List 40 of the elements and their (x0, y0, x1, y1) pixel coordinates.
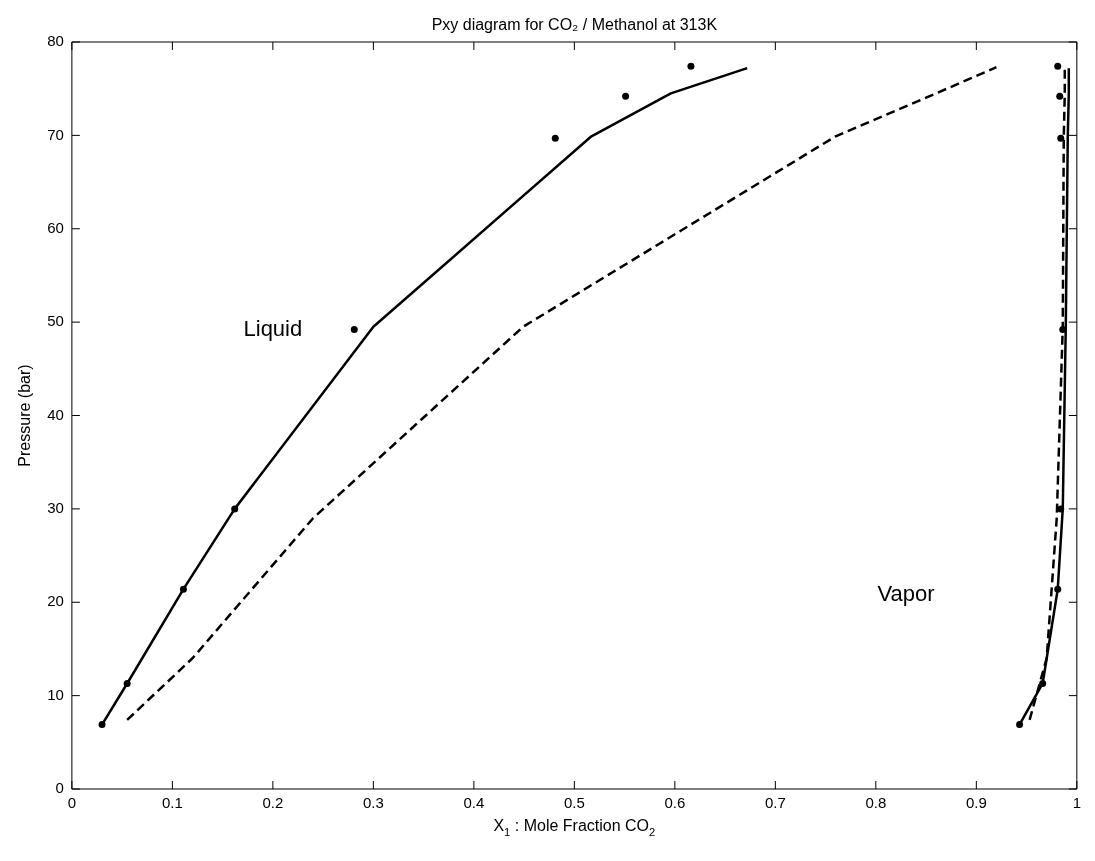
y-tick-label: 10 (47, 685, 64, 703)
point (551, 134, 559, 142)
x-tick-label: 1 (1072, 794, 1081, 812)
point (622, 92, 630, 100)
annotation: Vapor (877, 580, 935, 606)
y-axis-title: Pressure (bar) (16, 364, 34, 467)
point (687, 62, 695, 70)
x-tick-label: 0.4 (463, 794, 485, 812)
annotation: Liquid (243, 315, 303, 341)
point (98, 721, 106, 729)
y-tick-label: 70 (47, 125, 64, 143)
point (1039, 679, 1047, 687)
x-tick-label: 0.6 (664, 794, 686, 812)
y-tick-label: 60 (47, 218, 64, 236)
y-tick-label: 80 (47, 32, 64, 50)
x-tick-label: 0 (67, 794, 77, 812)
point (1016, 721, 1024, 729)
x-tick-label: 0.1 (161, 794, 183, 812)
y-tick-label: 30 (47, 499, 64, 517)
y-tick-label: 50 (47, 312, 64, 330)
point (1054, 585, 1062, 593)
line-series (125, 65, 998, 722)
x-tick-label: 0.5 (563, 794, 585, 812)
point (1057, 134, 1065, 142)
x-tick-label: 0.8 (865, 794, 887, 812)
y-tick-label: 20 (47, 592, 64, 610)
x-tick-label: 0.7 (764, 794, 786, 812)
x-tick-label: 0.3 (362, 794, 384, 812)
x-tick-label: 0.9 (965, 794, 987, 812)
point (179, 585, 187, 593)
y-tick-label: 40 (47, 405, 64, 423)
point (231, 505, 239, 513)
point (123, 679, 131, 687)
point (1056, 92, 1064, 100)
point (350, 326, 358, 334)
point (1054, 62, 1062, 70)
x-tick-label: 0.2 (262, 794, 284, 812)
point (1057, 505, 1065, 513)
chart-title: Pxy diagram for CO₂ / Methanol at 313K (431, 16, 718, 34)
y-tick-label: 0 (55, 779, 64, 797)
